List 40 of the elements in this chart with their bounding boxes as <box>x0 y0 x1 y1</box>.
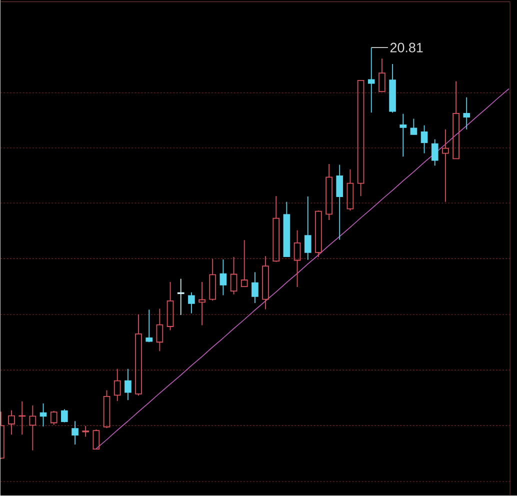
candlestick <box>166 282 174 331</box>
candlestick <box>82 426 90 438</box>
candlestick <box>410 118 418 136</box>
candlestick <box>442 128 449 202</box>
candlestick <box>8 410 15 436</box>
candlestick <box>177 278 184 316</box>
candlestick <box>420 124 428 154</box>
candlestick <box>29 405 36 451</box>
candlestick <box>463 96 470 130</box>
candlestick <box>400 113 407 158</box>
candlestick <box>198 282 206 326</box>
candlestick <box>18 400 26 436</box>
candlestick <box>431 138 438 166</box>
candlestick <box>368 47 375 114</box>
candlestick <box>272 196 280 262</box>
annotation: 20.81 <box>390 42 423 52</box>
candlestick <box>294 230 301 288</box>
candlestick <box>209 258 216 302</box>
candlestick <box>40 402 47 427</box>
candlestick <box>315 210 322 258</box>
candlestick <box>452 80 460 160</box>
candlestick <box>135 314 142 396</box>
candlestick <box>124 368 132 401</box>
candlestick <box>262 256 269 310</box>
candlestick <box>72 420 78 446</box>
candlestick <box>156 308 164 352</box>
candlestick <box>220 258 227 296</box>
candlestick <box>240 240 248 288</box>
candlestick <box>188 292 195 314</box>
candlestick <box>114 368 121 402</box>
candlestick <box>378 58 386 92</box>
candlestick <box>230 256 238 295</box>
candlestick <box>336 164 344 240</box>
candlestick <box>304 196 312 260</box>
candlestick <box>61 408 68 423</box>
candlestick <box>146 309 153 343</box>
candlestick <box>346 168 354 211</box>
candlestick <box>252 272 258 304</box>
candlestick <box>357 80 364 197</box>
candlestick <box>326 164 332 220</box>
